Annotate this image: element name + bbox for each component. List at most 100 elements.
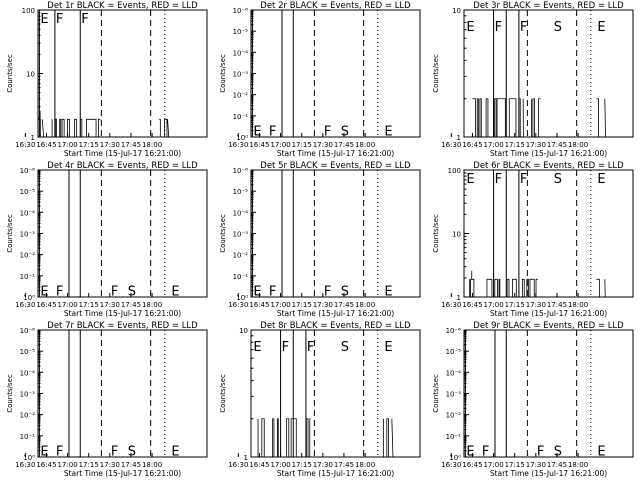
x-tick-label: 16:45 <box>462 461 482 469</box>
plot-frame <box>250 329 421 458</box>
x-tick-label: 17:15 <box>79 141 99 149</box>
panel-title: Det 4r BLACK = Events, RED = LLD <box>47 161 198 171</box>
x-tick-label: 16:45 <box>462 141 482 149</box>
y-tick-label: 10⁻⁵ <box>446 348 462 356</box>
x-tick-label: 18:00 <box>142 301 162 309</box>
event-marker-label: E <box>466 445 474 460</box>
x-tick-label: 18:00 <box>568 301 588 309</box>
plot-frame <box>463 329 634 458</box>
y-tick-label: 10⁻⁴ <box>233 49 249 57</box>
event-marker-label: E <box>384 340 392 355</box>
x-tick-label: 17:30 <box>313 461 333 469</box>
event-marker-label: F <box>56 12 63 27</box>
y-tick-label: 10⁻¹ <box>233 273 249 281</box>
x-tick-label: 17:00 <box>270 301 290 309</box>
event-marker-label: S <box>554 445 562 460</box>
panel-title: Det 3r BLACK = Events, RED = LLD <box>473 1 624 11</box>
events-series <box>469 278 606 298</box>
x-tick-label: 16:45 <box>36 141 56 149</box>
y-tick-label: 10⁻³ <box>233 231 249 239</box>
y-tick-label: 10⁻⁴ <box>20 369 36 377</box>
x-tick-label: 16:30 <box>228 141 248 149</box>
event-marker-label: F <box>520 20 527 35</box>
event-marker-label: F <box>307 340 314 355</box>
x-tick-label: 17:15 <box>79 301 99 309</box>
x-tick-label: 18:00 <box>568 461 588 469</box>
x-tick-label: 17:00 <box>57 141 77 149</box>
event-marker-label: E <box>40 285 48 300</box>
y-tick-label: 10⁻³ <box>233 71 249 79</box>
event-marker-label: E <box>171 445 179 460</box>
x-tick-label: 16:30 <box>441 141 461 149</box>
event-marker-label: F <box>111 445 118 460</box>
x-axis-label: Start Time (15-Jul-17 16:21:00) <box>490 469 607 478</box>
x-tick-label: 17:30 <box>100 141 120 149</box>
y-tick-label: 10⁻⁵ <box>233 28 249 36</box>
x-tick-label: 16:30 <box>228 461 248 469</box>
y-axis-label: Counts/sec <box>219 54 227 93</box>
y-axis-label: Counts/sec <box>6 54 14 93</box>
x-tick-label: 18:00 <box>355 301 375 309</box>
y-axis-label: Counts/sec <box>432 214 440 253</box>
y-tick-label: 10⁻² <box>233 252 249 260</box>
x-tick-label: 17:30 <box>100 301 120 309</box>
x-tick-label: 17:45 <box>121 461 141 469</box>
event-marker-label: F <box>324 125 331 140</box>
event-marker-label: F <box>81 12 88 27</box>
y-tick-label: 10⁻⁶ <box>20 327 36 335</box>
y-tick-label: 10⁻² <box>446 412 462 420</box>
y-tick-label: 10⁻³ <box>20 391 36 399</box>
x-tick-label: 16:45 <box>249 141 269 149</box>
detector-panel: Det 2r BLACK = Events, RED = LLD 10⁰ 10⁻¹ 1… <box>219 1 421 158</box>
x-tick-label: 18:00 <box>355 461 375 469</box>
detector-panel: Det 7r BLACK = Events, RED = LLD 10⁰ 10⁻¹ 1… <box>6 321 208 478</box>
event-marker-label: S <box>554 20 562 35</box>
event-marker-label: S <box>341 285 349 300</box>
plot-frame <box>37 329 208 458</box>
x-tick-label: 17:30 <box>526 141 546 149</box>
detector-panel: Det 8r BLACK = Events, RED = LLD 1 10 Count… <box>219 321 421 478</box>
y-tick-label: 10⁻¹ <box>446 433 462 441</box>
x-axis-label: Start Time (15-Jul-17 16:21:00) <box>64 309 181 318</box>
event-marker-label: F <box>269 285 276 300</box>
x-tick-label: 18:00 <box>142 461 162 469</box>
y-tick-label: 10⁻⁵ <box>20 348 36 356</box>
x-tick-label: 17:45 <box>547 461 567 469</box>
x-axis-label: Start Time (15-Jul-17 16:21:00) <box>490 149 607 158</box>
y-tick-label: 1 <box>31 134 35 142</box>
detector-panel: Det 9r BLACK = Events, RED = LLD 10⁰ 10⁻¹ 1… <box>432 321 634 478</box>
x-axis-label: Start Time (15-Jul-17 16:21:00) <box>277 149 394 158</box>
detector-panel: Det 4r BLACK = Events, RED = LLD 10⁰ 10⁻¹ 1… <box>6 161 208 318</box>
event-marker-label: F <box>495 20 502 35</box>
x-tick-label: 17:00 <box>483 301 503 309</box>
y-tick-label: 10⁻⁴ <box>233 209 249 217</box>
x-tick-label: 17:00 <box>270 461 290 469</box>
y-tick-label: 10⁻⁵ <box>233 188 249 196</box>
event-marker-label: E <box>597 445 605 460</box>
x-tick-label: 16:30 <box>228 301 248 309</box>
x-tick-label: 16:45 <box>249 461 269 469</box>
x-tick-label: 17:00 <box>483 461 503 469</box>
event-marker-label: F <box>495 172 502 187</box>
event-marker-label: E <box>253 125 261 140</box>
x-axis-label: Start Time (15-Jul-17 16:21:00) <box>64 149 181 158</box>
event-marker-label: E <box>384 285 392 300</box>
y-tick-label: 10 <box>452 231 461 239</box>
x-tick-label: 17:00 <box>483 141 503 149</box>
event-marker-label: S <box>128 445 136 460</box>
x-axis-label: Start Time (15-Jul-17 16:21:00) <box>277 309 394 318</box>
x-tick-label: 17:30 <box>100 461 120 469</box>
y-tick-label: 10 <box>239 327 248 335</box>
x-tick-label: 16:30 <box>15 141 35 149</box>
y-tick-label: 10⁻⁴ <box>20 209 36 217</box>
event-marker-label: F <box>520 172 527 187</box>
panel-title: Det 5r BLACK = Events, RED = LLD <box>260 161 411 171</box>
panel-title: Det 1r BLACK = Events, RED = LLD <box>47 1 198 11</box>
panel-title: Det 7r BLACK = Events, RED = LLD <box>47 321 198 331</box>
detector-panel: Det 1r BLACK = Events, RED = LLD 1 10 100 Co… <box>6 1 208 158</box>
y-tick-label: 10 <box>26 71 35 79</box>
event-marker-label: F <box>56 445 63 460</box>
x-axis-label: Start Time (15-Jul-17 16:21:00) <box>490 309 607 318</box>
x-tick-label: 16:30 <box>15 301 35 309</box>
x-tick-label: 17:15 <box>292 461 312 469</box>
